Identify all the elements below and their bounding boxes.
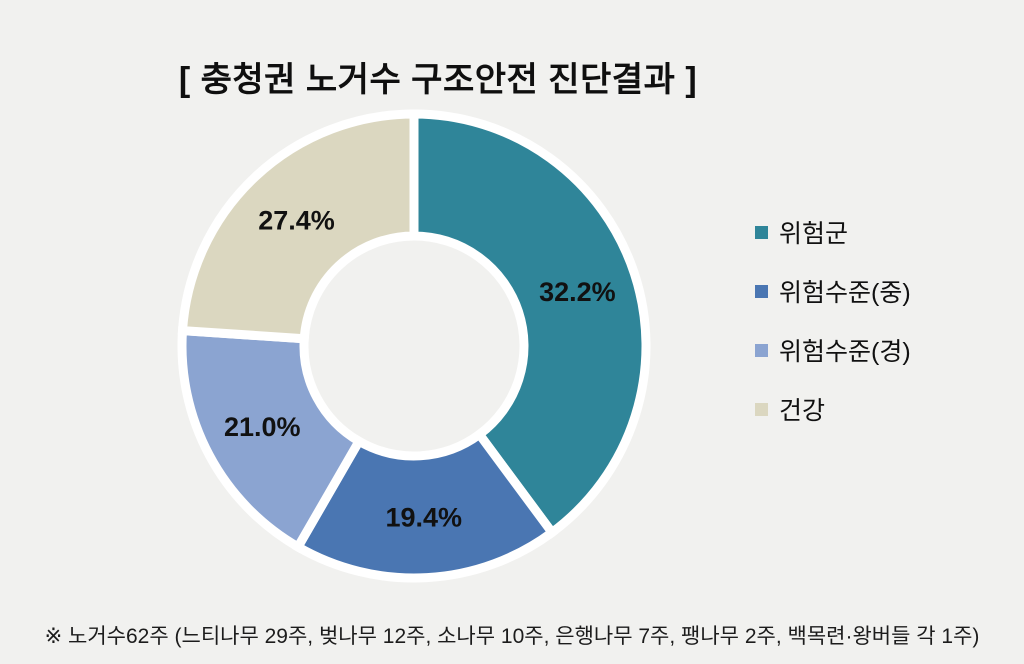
legend-item-3: 건강 [755, 394, 911, 425]
legend-item-1: 위험수준(중) [755, 276, 911, 307]
legend-item-0: 위험군 [755, 217, 911, 248]
donut-segment-0 [409, 109, 651, 539]
legend-item-2: 위험수준(경) [755, 335, 911, 366]
legend-swatch-icon [755, 225, 768, 239]
legend-label: 위험군 [779, 220, 849, 248]
donut-segment-2 [177, 325, 366, 554]
segment-label-3: 27.4% [258, 205, 335, 235]
legend-label: 위험수준(경) [779, 338, 911, 366]
donut-segment-3 [177, 109, 419, 344]
legend-label: 위험수준(중) [779, 279, 911, 307]
donut-segment-1 [291, 428, 559, 583]
segment-label-2: 21.0% [224, 412, 301, 442]
legend-swatch-icon [755, 343, 768, 357]
legend-swatch-icon [755, 402, 768, 416]
segment-label-0: 32.2% [539, 277, 616, 307]
legend-label: 건강 [779, 397, 826, 425]
footnote: ※ 노거수62주 (느티나무 29주, 벚나무 12주, 소나무 10주, 은행… [44, 625, 980, 648]
legend-swatch-icon [755, 284, 768, 298]
segment-label-1: 19.4% [385, 503, 462, 533]
chart-title: [ 충청권 노거수 구조안전 진단결과 ] [178, 61, 698, 99]
